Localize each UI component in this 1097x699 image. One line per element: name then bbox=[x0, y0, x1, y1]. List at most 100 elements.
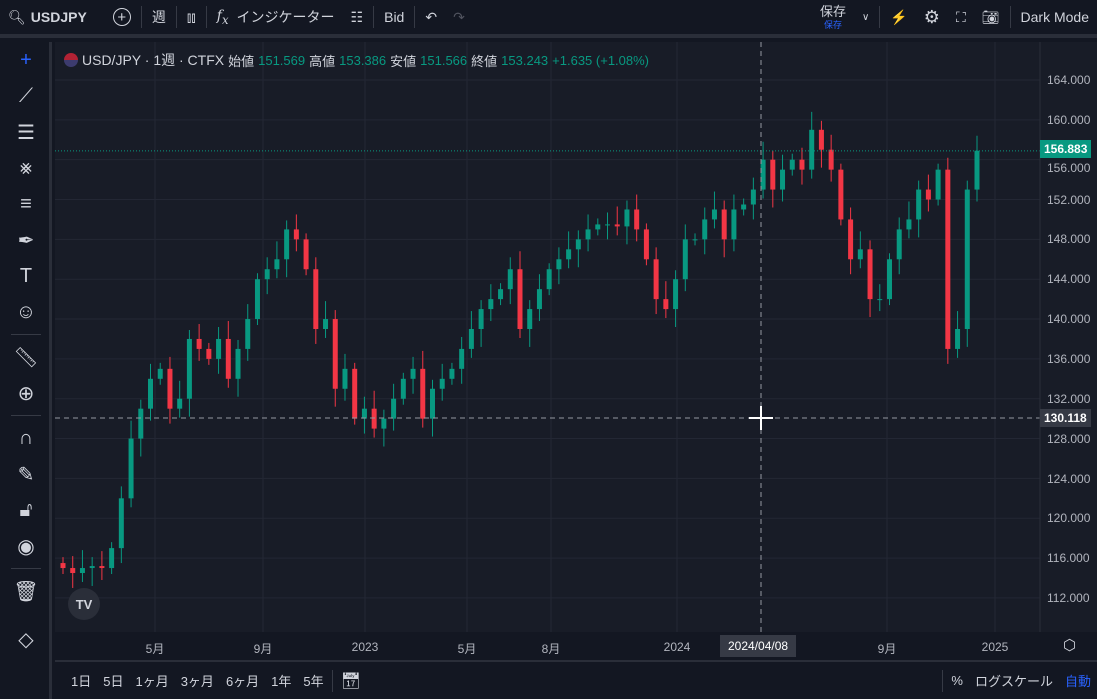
range-button[interactable]: 1年 bbox=[271, 674, 292, 689]
time-label: 5月 bbox=[145, 642, 165, 656]
screenshot-button[interactable]: 📷︎ bbox=[974, 0, 1008, 36]
text-icon: T bbox=[19, 264, 33, 287]
theme-button[interactable]: Dark Mode bbox=[1020, 9, 1089, 25]
fib-tool[interactable]: ☰ bbox=[0, 114, 52, 150]
projection-tool[interactable]: ≡ bbox=[0, 186, 52, 222]
pattern-tool[interactable]: ⨳ bbox=[0, 150, 52, 186]
add-symbol-button[interactable]: + bbox=[105, 0, 139, 36]
candle-body bbox=[79, 568, 85, 574]
symbol-search[interactable]: 🔍︎ USDJPY bbox=[8, 8, 87, 26]
candles-icon: ⫾⫾ bbox=[186, 8, 196, 25]
candle-body bbox=[342, 368, 348, 389]
undo-button[interactable]: ↶ bbox=[417, 0, 445, 36]
price-label: 160.000 bbox=[1047, 112, 1091, 127]
emoji-tool[interactable]: ☺ bbox=[0, 294, 52, 330]
candle-body bbox=[60, 563, 66, 569]
pencil-lock-icon: ✎ bbox=[17, 463, 35, 486]
candle-body bbox=[167, 368, 173, 409]
candle-body bbox=[643, 229, 649, 260]
tradingview-logo[interactable]: TV bbox=[68, 588, 100, 620]
lock-drawing-tool[interactable]: ✎ bbox=[0, 456, 52, 492]
range-button[interactable]: 6ヶ月 bbox=[225, 674, 260, 689]
price-label: 136.000 bbox=[1047, 351, 1091, 366]
candle-body bbox=[361, 408, 367, 419]
candle-body bbox=[896, 229, 902, 260]
candle-body bbox=[128, 438, 134, 499]
candle-body bbox=[410, 368, 416, 379]
layout-button[interactable]: ☷ bbox=[343, 0, 372, 36]
settings-button[interactable]: ⚙ bbox=[916, 0, 948, 36]
magnet-tool[interactable]: ∩ bbox=[0, 420, 52, 456]
candle-body bbox=[585, 229, 591, 240]
candle-body bbox=[303, 239, 309, 270]
drawing-toolbar: + ⟋ ☰ ⨳ ≡ ✒ T ☺ 📏︎ ⊕ ∩ ✎ 🔓︎ ◉ 🗑︎ ◇ bbox=[0, 42, 52, 699]
indicators-button[interactable]: fx インジケーター bbox=[216, 7, 335, 27]
candle-body bbox=[536, 289, 542, 310]
candle-body bbox=[109, 548, 115, 569]
lock-all-tool[interactable]: 🔓︎ bbox=[0, 492, 52, 528]
camera-icon: 📷︎ bbox=[981, 8, 1000, 25]
price-label: 152.000 bbox=[1047, 192, 1091, 207]
candle-body bbox=[254, 279, 260, 320]
candle-body bbox=[235, 348, 241, 379]
zoom-tool[interactable]: ⊕ bbox=[0, 375, 52, 411]
save-dropdown[interactable]: ∨ bbox=[854, 0, 877, 36]
range-button[interactable]: 1ヶ月 bbox=[135, 674, 169, 689]
trendline-tool[interactable]: ⟋ bbox=[0, 78, 52, 114]
crosshair-date-label: 2024/04/08 bbox=[720, 635, 797, 657]
remove-drawings-tool[interactable]: 🗑︎ bbox=[0, 573, 52, 609]
candle-body bbox=[692, 239, 698, 241]
time-axis[interactable]: 5月 9月 2023 5月 8月 2024 9月 2025 2024/04/08 ⬡ bbox=[55, 632, 1097, 660]
top-toolbar: 🔍︎ USDJPY + 週 ⫾⫾ fx インジケーター ☷ Bid ↶ ↷ 保存 保存… bbox=[0, 0, 1097, 38]
candle-body bbox=[566, 249, 572, 260]
price-chart[interactable] bbox=[55, 42, 1097, 632]
range-button[interactable]: 1日 bbox=[71, 674, 92, 689]
redo-button[interactable]: ↷ bbox=[445, 0, 473, 36]
symbol-title[interactable]: USD/JPY · 1週 · CTFX bbox=[82, 52, 225, 68]
candle-body bbox=[391, 398, 397, 419]
candle-body bbox=[468, 329, 474, 349]
time-label: 8月 bbox=[541, 642, 561, 656]
range-button[interactable]: 5年 bbox=[303, 674, 324, 689]
crosshair-tool[interactable]: + bbox=[0, 42, 52, 78]
object-tree-button[interactable]: ◇ bbox=[0, 621, 52, 657]
chart-pane[interactable] bbox=[55, 42, 1097, 632]
price-label: 140.000 bbox=[1047, 312, 1091, 327]
candle-body bbox=[449, 368, 455, 379]
range-button[interactable]: 5日 bbox=[103, 674, 124, 689]
time-label: 2025 bbox=[981, 640, 1009, 654]
candle-body bbox=[498, 289, 504, 300]
bid-button[interactable]: Bid bbox=[384, 9, 405, 25]
hide-drawings-tool[interactable]: ◉ bbox=[0, 528, 52, 564]
candle-body bbox=[323, 319, 329, 329]
crosshair-price-tag: 130.118 bbox=[1040, 409, 1091, 427]
candle-body bbox=[225, 338, 231, 379]
candle-body bbox=[741, 204, 747, 210]
candle-body bbox=[400, 378, 406, 399]
candle-body bbox=[945, 169, 951, 349]
log-scale-toggle[interactable]: ログスケール bbox=[974, 674, 1053, 689]
text-tool[interactable]: T bbox=[0, 258, 52, 294]
fib-icon: ☰ bbox=[17, 121, 35, 144]
axis-settings-icon[interactable]: ⬡ bbox=[1063, 637, 1077, 654]
candle-body bbox=[507, 269, 513, 290]
auto-scale-toggle[interactable]: 自動 bbox=[1064, 674, 1091, 689]
candle-body bbox=[614, 224, 620, 227]
candle-body bbox=[634, 209, 640, 230]
save-button[interactable]: 保存 保存 bbox=[820, 3, 847, 30]
candle-body bbox=[118, 498, 124, 549]
interval-button[interactable]: 週 bbox=[151, 9, 166, 25]
range-button[interactable]: 3ヶ月 bbox=[180, 674, 214, 689]
fullscreen-button[interactable]: ⛶ bbox=[948, 0, 974, 36]
measure-tool[interactable]: 📏︎ bbox=[0, 339, 52, 375]
pattern-icon: ⨳ bbox=[19, 156, 33, 179]
brush-tool[interactable]: ✒ bbox=[0, 222, 52, 258]
undo-icon: ↶ bbox=[425, 8, 438, 25]
brush-icon: ✒ bbox=[17, 229, 35, 252]
chart-type-button[interactable]: ⫾⫾ bbox=[179, 0, 204, 36]
candle-body bbox=[848, 219, 854, 260]
candle-body bbox=[284, 229, 290, 260]
quick-search-button[interactable]: ⚡ bbox=[882, 0, 915, 36]
goto-date-icon[interactable]: 📅︎ bbox=[340, 672, 361, 690]
percent-toggle[interactable]: % bbox=[951, 673, 963, 688]
